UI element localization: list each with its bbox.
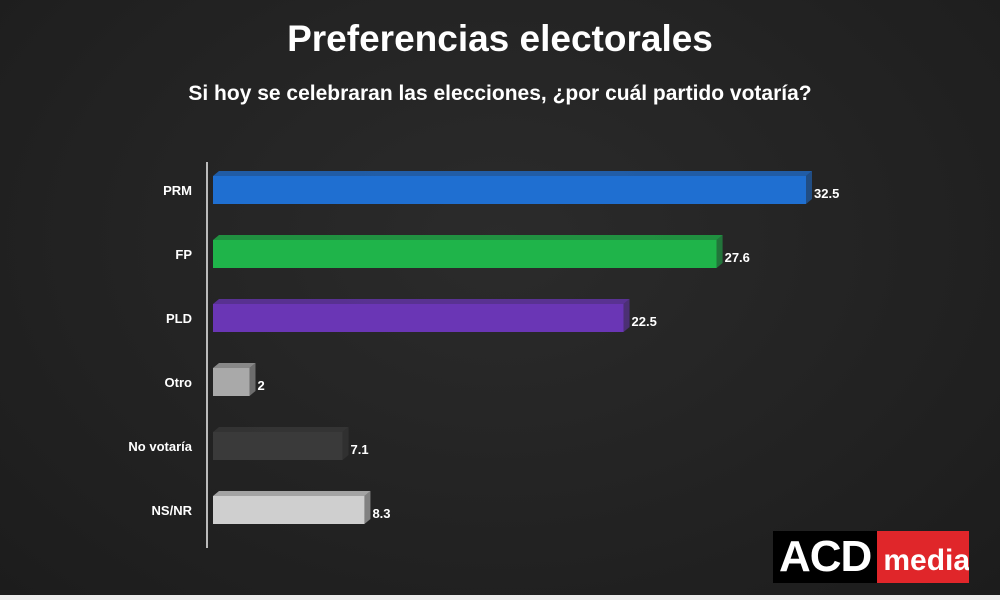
bar-top (213, 235, 723, 240)
bar (213, 368, 250, 396)
category-label: NS/NR (152, 503, 193, 518)
category-label: No votaría (128, 439, 192, 454)
chart-title: Preferencias electorales (287, 18, 713, 59)
category-label: FP (175, 247, 192, 262)
bar (213, 240, 717, 268)
bar-top (213, 299, 630, 304)
bottom-border (0, 595, 1000, 600)
value-label: 32.5 (814, 186, 839, 201)
bar-side (364, 491, 371, 524)
value-label: 2 (257, 378, 264, 393)
bar (213, 304, 624, 332)
bar-side (249, 363, 256, 396)
category-label: PRM (163, 183, 192, 198)
bar (213, 176, 806, 204)
bar-top (213, 427, 349, 432)
logo-media: media (877, 531, 970, 583)
category-label: Otro (165, 375, 193, 390)
value-label: 7.1 (351, 442, 369, 457)
logo-acd: ACD (773, 531, 878, 583)
value-label: 22.5 (632, 314, 657, 329)
bar-side (806, 171, 812, 204)
category-label: PLD (166, 311, 192, 326)
chart-subtitle: Si hoy se celebraran las elecciones, ¿po… (188, 82, 812, 105)
bar (213, 496, 365, 524)
bar-side (342, 427, 349, 460)
acd-media-logo: ACD media (773, 531, 970, 583)
value-label: 27.6 (725, 250, 750, 265)
bar-side (716, 235, 723, 268)
bar-side (623, 299, 630, 332)
bar-top (213, 171, 812, 176)
bar-top (213, 363, 256, 368)
bar-top (213, 491, 371, 496)
value-label: 8.3 (372, 506, 390, 521)
bar (213, 432, 343, 460)
